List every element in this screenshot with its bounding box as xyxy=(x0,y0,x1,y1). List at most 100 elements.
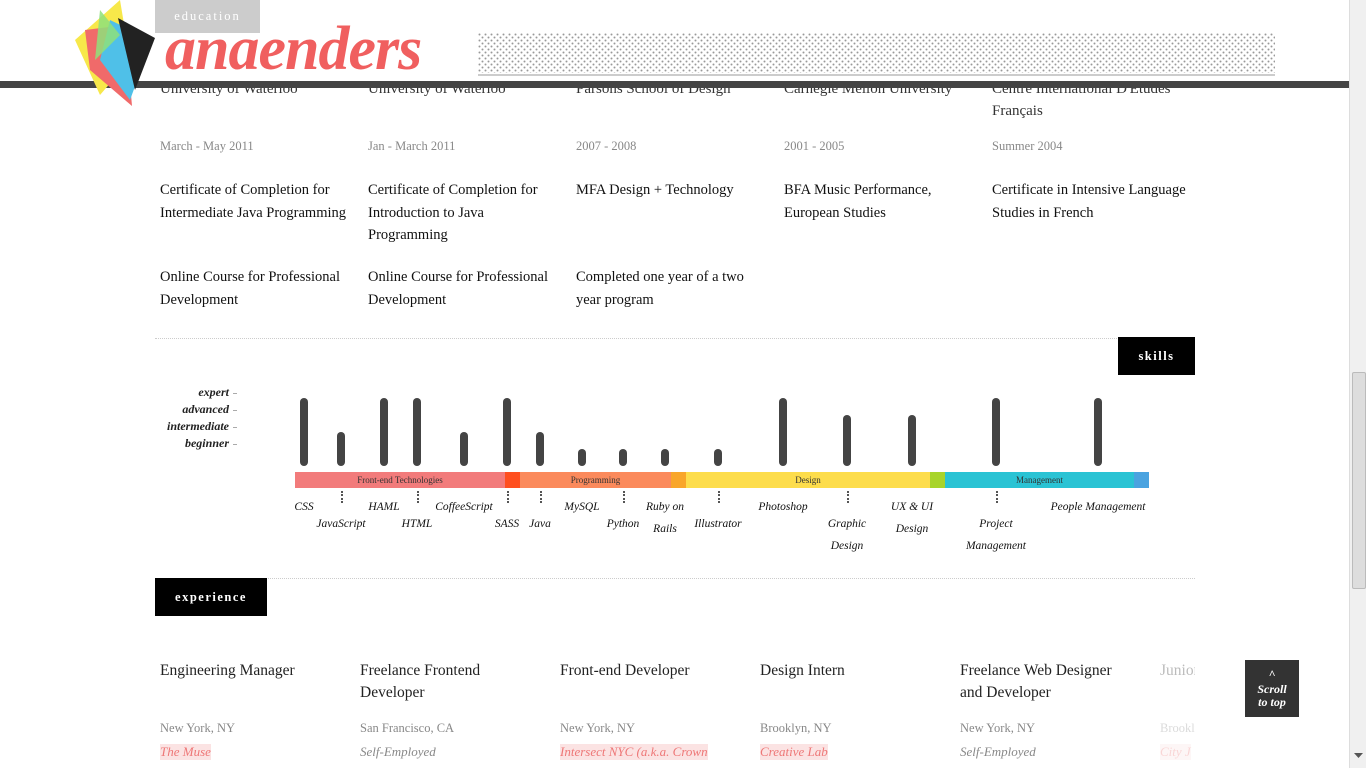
skill-group: Design xyxy=(686,472,930,488)
skill-label: Photoshop xyxy=(758,501,808,513)
job-company[interactable]: Creative Lab xyxy=(760,744,828,760)
skill-label: UX & UI Design xyxy=(890,501,934,535)
scroll-top-label: Scroll to top xyxy=(1257,682,1287,709)
skill-label: JavaScript xyxy=(316,518,366,530)
job-location: San Francisco, CA xyxy=(360,721,455,735)
date: 2001 - 2005 xyxy=(784,139,845,153)
scroll-down[interactable] xyxy=(1354,751,1363,759)
skill-label: CoffeeScript xyxy=(435,501,493,513)
job-company: Self-Employed xyxy=(360,744,436,759)
section-tab[interactable]: skills xyxy=(1118,337,1195,375)
job-location: Brooklyn, NY xyxy=(760,721,832,735)
job-company: Self-Employed xyxy=(960,744,1036,759)
skill-group xyxy=(930,472,945,488)
level-tick xyxy=(233,427,237,428)
header-pattern xyxy=(478,33,1275,76)
label-connector xyxy=(847,491,849,503)
skill-group xyxy=(671,472,686,488)
job-title: Junior Webs xyxy=(1160,662,1195,679)
section-tab[interactable]: experience xyxy=(155,578,267,616)
skill-label: SASS xyxy=(494,518,520,530)
date: 2007 - 2008 xyxy=(576,139,637,153)
date: Summer 2004 xyxy=(992,139,1063,153)
job-location: New York, NY xyxy=(960,721,1036,735)
skill-label: Java xyxy=(529,518,551,530)
skill-label: Illustrator xyxy=(694,518,742,530)
job-location: New York, NY xyxy=(160,721,236,735)
credential: Certificate of Completion for Introducti… xyxy=(368,182,538,243)
credential: Online Course for Professional Developme… xyxy=(368,269,549,308)
logo-mark[interactable] xyxy=(70,0,160,106)
logo-text[interactable]: anaenders xyxy=(165,15,422,83)
level-label: beginner xyxy=(184,436,229,450)
credential: MFA Design + Technology xyxy=(576,182,734,198)
skill-label: People Management xyxy=(1050,501,1146,513)
label-connector xyxy=(341,491,343,503)
divider xyxy=(155,338,1195,339)
skill-bar xyxy=(714,449,722,466)
label-connector xyxy=(417,491,419,503)
job-company[interactable]: Intersect NYC (a.k.a. Crown xyxy=(560,744,708,760)
credential: Certificate of Completion for Intermedia… xyxy=(160,182,347,221)
skill-bar xyxy=(337,432,345,466)
credential: Completed one year of a two year program xyxy=(576,269,744,308)
skill-group: Front-end Technologies xyxy=(295,472,505,488)
skill-bar xyxy=(843,415,851,466)
credential: BFA Music Performance, European Studies xyxy=(784,182,932,221)
skill-bar xyxy=(908,415,916,466)
skill-bar xyxy=(779,398,787,466)
skill-label: MySQL xyxy=(564,501,600,513)
skill-label: HTML xyxy=(401,518,433,530)
date: Jan - March 2011 xyxy=(368,139,456,153)
skill-bar xyxy=(380,398,388,466)
skill-label: Graphic Design xyxy=(827,518,867,552)
skill-bar xyxy=(992,398,1000,466)
level-label: advanced xyxy=(182,402,229,416)
job-title: Front-end Developer xyxy=(560,662,690,679)
credential: Online Course for Professional Developme… xyxy=(160,269,341,308)
label-connector xyxy=(623,491,625,503)
job-location: Brooklyn xyxy=(1160,721,1195,735)
level-label: expert xyxy=(198,385,229,399)
skill-label: Project Management xyxy=(965,518,1027,552)
level-label: intermediate xyxy=(167,419,229,433)
scroll-top-arrow: ^ xyxy=(1268,667,1276,681)
date: March - May 2011 xyxy=(160,139,254,153)
skill-group xyxy=(1134,472,1149,488)
section-tab[interactable]: education xyxy=(155,0,260,33)
skill-group: Management xyxy=(945,472,1134,488)
skill-bar xyxy=(661,449,669,466)
level-tick xyxy=(233,444,237,445)
skill-group: Programming xyxy=(520,472,671,488)
label-connector xyxy=(507,491,509,503)
skill-bar xyxy=(300,398,308,466)
skill-group xyxy=(505,472,520,488)
skill-label: Python xyxy=(606,518,640,530)
header-rule xyxy=(0,81,1349,88)
scrollbar[interactable] xyxy=(1349,0,1366,768)
skill-bar xyxy=(578,449,586,466)
skill-bar xyxy=(536,432,544,466)
scroll-thumb[interactable] xyxy=(1352,372,1366,589)
scroll-top-button[interactable]: ^ Scroll to top xyxy=(1245,660,1299,717)
skill-label: CSS xyxy=(294,501,314,513)
label-connector xyxy=(996,491,998,503)
job-company[interactable]: City J xyxy=(1160,744,1191,760)
skill-label: Ruby on Rails xyxy=(645,501,684,535)
skill-bar xyxy=(503,398,511,466)
skill-bar xyxy=(413,398,421,466)
job-title: Freelance Frontend Developer xyxy=(360,662,481,701)
skill-bar xyxy=(460,432,468,466)
experience-row: Engineering Manager New York, NY The Muse F… xyxy=(155,650,1195,768)
label-connector xyxy=(540,491,542,503)
job-title: Freelance Web Designer and Developer xyxy=(960,662,1112,701)
job-title: Design Intern xyxy=(760,662,845,679)
skill-bar xyxy=(619,449,627,466)
divider xyxy=(155,578,1195,579)
job-company[interactable]: The Muse xyxy=(160,744,211,760)
level-tick xyxy=(233,393,237,394)
credential: Certificate in Intensive Language Studie… xyxy=(992,182,1186,221)
